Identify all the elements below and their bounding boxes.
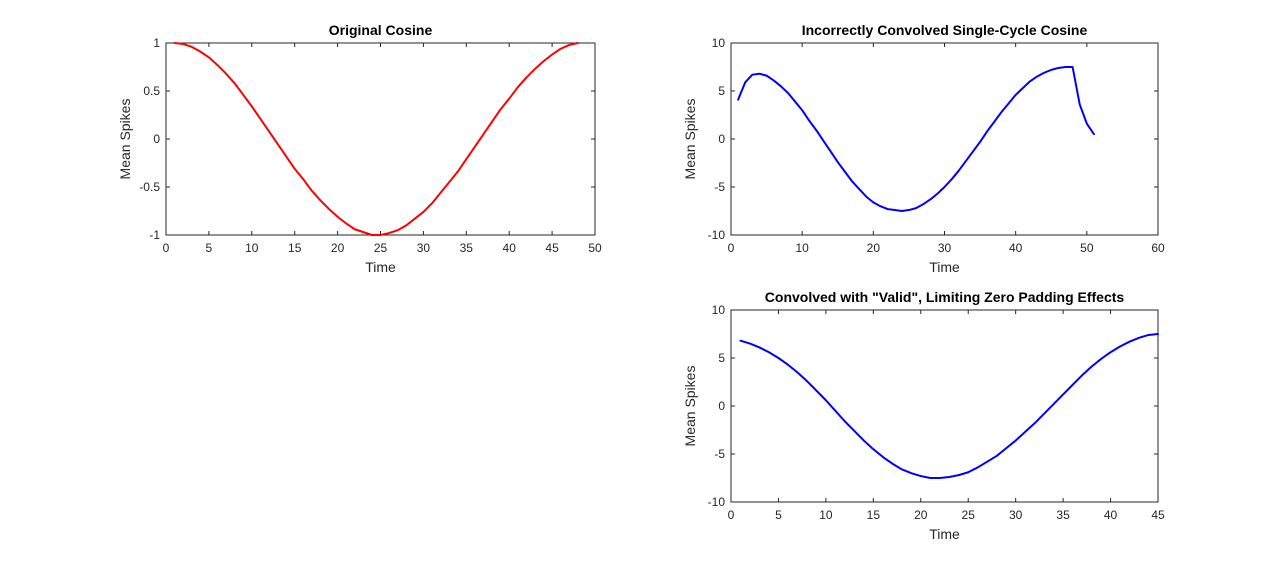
x-tick-label: 40 — [503, 241, 517, 255]
y-tick-label: -0.5 — [139, 180, 160, 194]
y-tick-label: -10 — [708, 495, 726, 509]
x-axis-label: Time — [365, 259, 396, 275]
x-tick-label: 20 — [914, 508, 928, 522]
x-tick-label: 10 — [795, 241, 809, 255]
y-axis-label: Mean Spikes — [682, 99, 698, 180]
x-tick-label: 45 — [1151, 508, 1165, 522]
x-tick-label: 25 — [962, 508, 976, 522]
y-tick-label: 5 — [718, 84, 725, 98]
x-tick-label: 30 — [417, 241, 431, 255]
axes-box — [730, 42, 1159, 236]
y-tick-label: 5 — [718, 351, 725, 365]
x-tick-label: 40 — [1104, 508, 1118, 522]
x-tick-label: 20 — [867, 241, 881, 255]
plot-title: Original Cosine — [329, 22, 433, 38]
x-tick-label: 45 — [545, 241, 559, 255]
x-tick-label: 0 — [728, 508, 735, 522]
axes-box — [730, 309, 1159, 503]
x-tick-label: 15 — [288, 241, 302, 255]
x-tick-label: 20 — [331, 241, 345, 255]
y-axis-label: Mean Spikes — [117, 99, 133, 180]
series-line — [739, 333, 1159, 479]
y-tick-label: -5 — [714, 180, 725, 194]
x-tick-label: 60 — [1151, 241, 1165, 255]
y-axis-label: Mean Spikes — [682, 366, 698, 447]
x-tick-label: 40 — [1009, 241, 1023, 255]
x-tick-label: 5 — [775, 508, 782, 522]
y-tick-label: -1 — [149, 228, 160, 242]
x-axis-label: Time — [929, 259, 960, 275]
x-axis-label: Time — [929, 526, 960, 542]
x-tick-label: 0 — [728, 241, 735, 255]
series-line — [737, 66, 1095, 212]
plot-title: Convolved with "Valid", Limiting Zero Pa… — [765, 289, 1125, 305]
y-tick-label: -10 — [708, 228, 726, 242]
x-tick-label: 35 — [1056, 508, 1070, 522]
x-tick-label: 50 — [588, 241, 602, 255]
x-tick-label: 10 — [819, 508, 833, 522]
axes-box — [165, 42, 596, 236]
x-tick-label: 25 — [374, 241, 388, 255]
x-tick-label: 5 — [206, 241, 213, 255]
x-tick-label: 10 — [245, 241, 259, 255]
y-tick-label: 1 — [153, 36, 160, 50]
x-tick-label: 50 — [1080, 241, 1094, 255]
y-tick-label: 0.5 — [143, 84, 160, 98]
x-tick-label: 30 — [1009, 508, 1023, 522]
plot-valid-convolution: 0 5 10 15 20 25 30 35 40 45 -10 -5 0 5 10 Convolved wit… — [682, 289, 1165, 542]
plot-incorrectly-convolved: 0 10 20 30 40 50 60 -10 -5 0 5 10 Incorrectly Convol… — [682, 22, 1165, 275]
series-line — [173, 42, 579, 236]
y-tick-label: 0 — [718, 399, 725, 413]
y-tick-label: 0 — [718, 132, 725, 146]
y-tick-label: 0 — [153, 132, 160, 146]
y-tick-label: 10 — [712, 303, 726, 317]
x-tick-label: 15 — [867, 508, 881, 522]
x-tick-label: 35 — [460, 241, 474, 255]
y-tick-label: 10 — [712, 36, 726, 50]
x-tick-label: 30 — [938, 241, 952, 255]
plot-original-cosine: 0 5 10 15 20 25 30 35 40 45 50 -1 -0.5 0 0.5 1 Original … — [117, 22, 602, 275]
plot-title: Incorrectly Convolved Single-Cycle Cosin… — [802, 22, 1088, 38]
x-tick-label: 0 — [163, 241, 170, 255]
y-tick-label: -5 — [714, 447, 725, 461]
